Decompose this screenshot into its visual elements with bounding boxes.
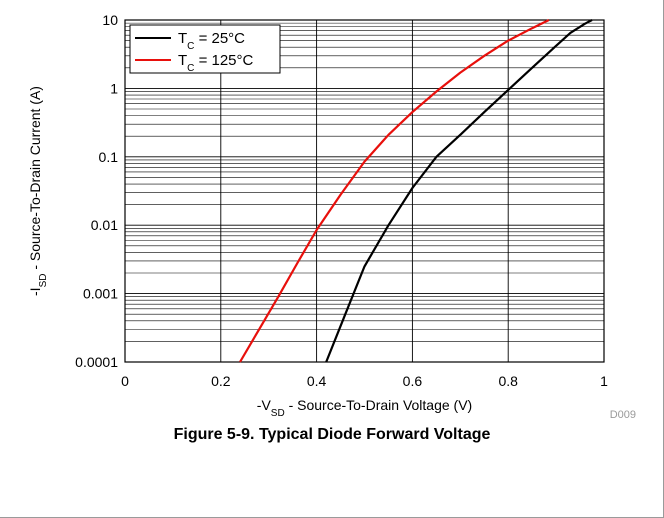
y-axis-label: -ISD - Source-To-Drain Current (A) — [27, 86, 49, 296]
x-tick-label: 0.6 — [403, 373, 423, 389]
x-tick-label: 1 — [600, 373, 608, 389]
legend-label-25c: TC = 25°C — [178, 30, 245, 52]
figure-id: D009 — [610, 409, 636, 421]
plot-area-border — [124, 19, 605, 363]
x-tick-label: 0.4 — [307, 373, 327, 389]
figure-caption: Figure 5-9. Typical Diode Forward Voltag… — [173, 426, 491, 443]
y-tick-labels: 0.0001 0.001 0.01 0.1 1 10 — [75, 12, 118, 370]
y-tick-label: 10 — [102, 12, 118, 28]
x-tick-label: 0 — [121, 373, 129, 389]
y-tick-label: 0.01 — [91, 217, 118, 233]
y-tick-label: 0.0001 — [75, 354, 118, 370]
series-layer — [239, 19, 593, 363]
x-tick-label: 0.8 — [498, 373, 518, 389]
legend-box — [129, 24, 281, 74]
series-line-25c — [325, 19, 593, 363]
y-tick-label: 0.001 — [83, 286, 118, 302]
x-axis-label: -VSD - Source-To-Drain Voltage (V) — [257, 397, 472, 419]
legend-label-125c: TC = 125°C — [178, 52, 254, 74]
y-tick-label: 0.1 — [99, 149, 119, 165]
series-line-125c — [239, 19, 550, 363]
x-tick-labels: 0 0.2 0.4 0.6 0.8 1 — [121, 373, 608, 389]
legend: TC = 25°C TC = 125°C — [129, 24, 281, 74]
y-tick-label: 1 — [110, 80, 118, 96]
x-tick-label: 0.2 — [211, 373, 231, 389]
